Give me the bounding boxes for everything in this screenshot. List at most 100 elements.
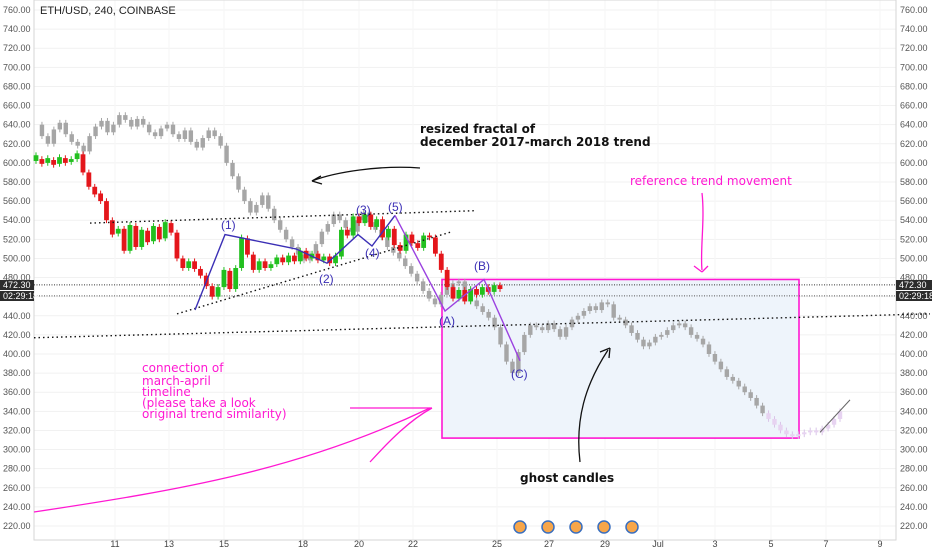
ghost-candle bbox=[545, 323, 551, 331]
y-tick-right: 620.00 bbox=[900, 139, 928, 149]
upper-trendline bbox=[89, 209, 477, 224]
event-icon[interactable] bbox=[625, 520, 639, 534]
candle bbox=[215, 287, 221, 297]
ghost-candle bbox=[605, 302, 610, 305]
y-axis-right: 220.00 240.00 260.00 280.00 300.00 320.00 340.… bbox=[900, 5, 928, 531]
ghost-candle bbox=[283, 229, 289, 240]
candle bbox=[86, 172, 92, 187]
candle bbox=[145, 230, 150, 243]
x-tick: 22 bbox=[408, 539, 418, 549]
y-tick-left: 440.00 bbox=[3, 311, 31, 321]
event-icon[interactable] bbox=[569, 520, 583, 534]
wave-labels: (1) (2) (3) (4) (5) (A) (B) (C) bbox=[221, 200, 528, 381]
candle bbox=[45, 158, 51, 163]
candle bbox=[362, 214, 368, 224]
ghost-candle bbox=[581, 311, 587, 316]
y-tick-right: 300.00 bbox=[900, 445, 928, 455]
ghost-candle bbox=[194, 141, 199, 148]
y-tick-left: 300.00 bbox=[3, 445, 31, 455]
wave-label-a: (A) bbox=[439, 314, 455, 328]
ghost-arrowhead bbox=[599, 347, 611, 359]
candle bbox=[491, 285, 497, 292]
y-tick-left: 600.00 bbox=[3, 158, 31, 168]
ghost-candle bbox=[480, 306, 485, 312]
wave-label-1: (1) bbox=[221, 218, 236, 232]
y-tick-right: 340.00 bbox=[900, 406, 928, 416]
candle bbox=[380, 219, 385, 238]
x-axis: 11 13 15 18 20 22 25 27 29 Jul 3 5 7 9 bbox=[110, 539, 882, 549]
y-tick-right: 320.00 bbox=[900, 425, 928, 435]
y-tick-right: 240.00 bbox=[900, 502, 928, 512]
ghost-candle bbox=[665, 330, 670, 335]
corrective-wave bbox=[394, 215, 521, 361]
candle bbox=[221, 269, 227, 288]
candle bbox=[98, 193, 104, 202]
candle bbox=[74, 153, 80, 160]
reference-arrowhead bbox=[693, 265, 709, 273]
candle bbox=[256, 261, 262, 270]
ghost-candle bbox=[784, 430, 789, 435]
wave-label-3: (3) bbox=[356, 203, 371, 217]
ghost-candle bbox=[289, 239, 295, 247]
connection-curve bbox=[33, 407, 431, 513]
candle bbox=[315, 253, 321, 261]
ghost-candle bbox=[117, 115, 122, 125]
ghost-candle bbox=[677, 323, 682, 326]
candle bbox=[386, 228, 391, 238]
ghost-candle bbox=[772, 418, 777, 425]
time-tag-left: 02:29:18 bbox=[3, 291, 38, 301]
y-tick-right: 560.00 bbox=[900, 196, 928, 206]
candle bbox=[198, 268, 203, 276]
ghost-candle bbox=[802, 432, 807, 435]
candle bbox=[333, 255, 338, 264]
ghost-candle bbox=[141, 118, 146, 125]
lower-trendline bbox=[176, 231, 453, 315]
event-icon[interactable] bbox=[513, 520, 527, 534]
y-tick-left: 620.00 bbox=[3, 139, 31, 149]
ghost-candle bbox=[260, 195, 265, 205]
x-tick: 5 bbox=[768, 539, 773, 549]
annotation-fractal-line2: december 2017-march 2018 trend bbox=[420, 135, 651, 149]
y-tick-right: 420.00 bbox=[900, 330, 928, 340]
x-tick: 25 bbox=[492, 539, 502, 549]
ghost-candle bbox=[456, 281, 462, 284]
ghost-candle bbox=[706, 344, 712, 354]
ghost-candle bbox=[813, 430, 819, 433]
ghost-candle bbox=[718, 361, 724, 370]
candle bbox=[151, 225, 156, 242]
x-tick: Jul bbox=[652, 539, 664, 549]
y-tick-right: 580.00 bbox=[900, 177, 928, 187]
ghost-candle bbox=[212, 130, 217, 137]
event-icon[interactable] bbox=[597, 520, 611, 534]
ghost-candle bbox=[266, 195, 271, 209]
ghost-candle bbox=[659, 334, 664, 337]
ghost-candle bbox=[397, 252, 402, 259]
event-icon[interactable] bbox=[541, 520, 555, 534]
ghost-candle bbox=[617, 317, 622, 320]
candle bbox=[156, 226, 162, 240]
candle bbox=[121, 228, 127, 251]
wave-lines bbox=[194, 215, 521, 361]
wave-label-5: (5) bbox=[388, 200, 403, 214]
ghost-candle bbox=[837, 411, 843, 419]
candle bbox=[62, 158, 68, 163]
ghost-candle bbox=[111, 124, 116, 133]
candle bbox=[233, 268, 239, 290]
ghost-candle bbox=[742, 386, 747, 393]
y-tick-left: 660.00 bbox=[3, 101, 31, 111]
ghost-candle bbox=[385, 237, 390, 247]
candle bbox=[180, 258, 186, 268]
ghost-candle bbox=[224, 145, 229, 163]
fractal-arrowhead bbox=[311, 175, 323, 185]
event-icons[interactable] bbox=[513, 520, 639, 534]
candle bbox=[209, 286, 215, 297]
y-tick-left: 280.00 bbox=[3, 464, 31, 474]
ghost-candle bbox=[790, 434, 795, 437]
reference-box bbox=[441, 278, 800, 439]
ghost-candle bbox=[557, 329, 563, 337]
ghost-candle bbox=[444, 287, 450, 295]
ghost-candle bbox=[206, 130, 211, 139]
symbol-title: ETH/USD, 240, COINBASE bbox=[40, 5, 176, 17]
candle bbox=[268, 264, 274, 268]
